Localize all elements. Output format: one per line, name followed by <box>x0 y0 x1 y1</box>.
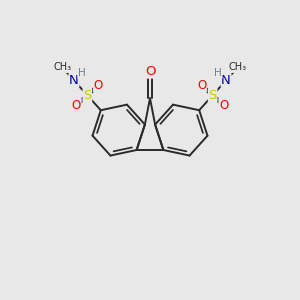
Text: N: N <box>69 74 79 87</box>
Text: O: O <box>197 79 206 92</box>
Text: O: O <box>94 79 103 92</box>
Text: N: N <box>221 74 231 87</box>
Text: H: H <box>214 68 222 78</box>
Text: O: O <box>72 99 81 112</box>
Text: H: H <box>78 68 86 78</box>
Text: CH₃: CH₃ <box>229 62 247 72</box>
Text: S: S <box>83 89 92 102</box>
Text: S: S <box>208 89 217 102</box>
Text: CH₃: CH₃ <box>53 62 71 72</box>
Text: O: O <box>219 99 228 112</box>
Text: O: O <box>145 65 155 78</box>
